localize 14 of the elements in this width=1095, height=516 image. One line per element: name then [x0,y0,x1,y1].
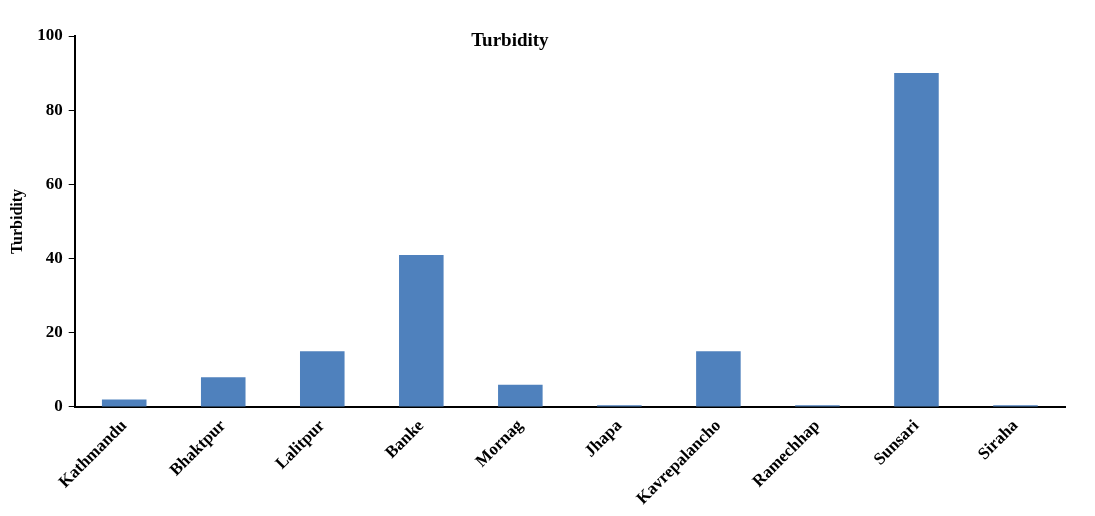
bar [498,384,543,407]
y-tick-label: 20 [45,322,63,342]
bar [299,351,345,407]
y-tick-label: 0 [54,396,63,416]
y-axis-title: Turbidity [7,188,26,255]
bar [894,73,939,407]
y-tick-label: 80 [45,99,63,119]
y-tick-label: 60 [45,173,63,193]
y-tick-label: 100 [37,25,63,45]
chart-title: Turbidity [471,29,550,51]
bar [696,351,741,407]
y-tick-label: 40 [45,247,63,267]
bar [399,254,444,407]
bar [200,377,246,407]
